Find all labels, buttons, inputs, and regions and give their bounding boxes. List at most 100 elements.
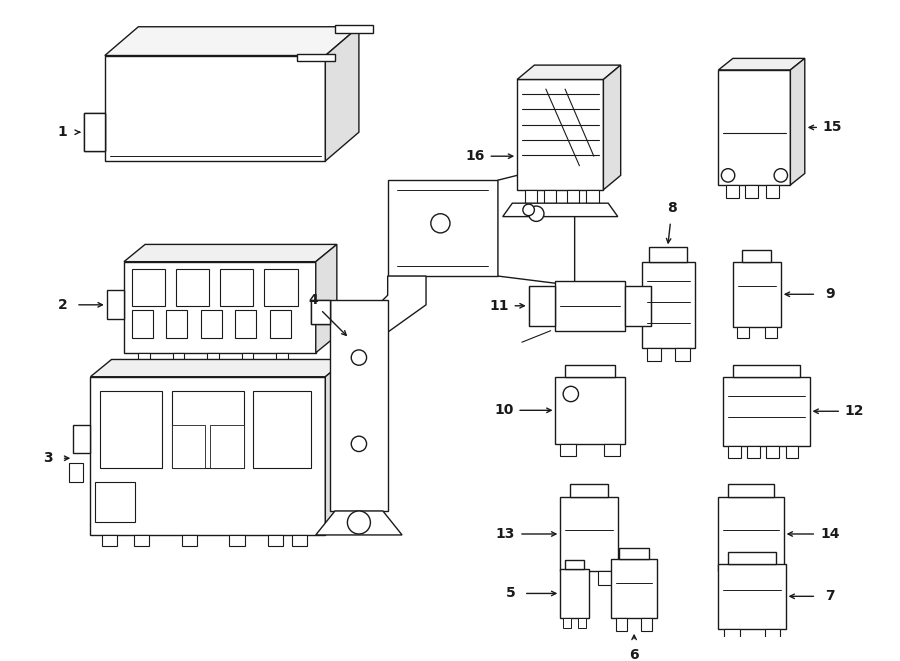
Bar xyxy=(73,424,90,453)
Bar xyxy=(675,348,689,362)
Bar xyxy=(561,444,576,456)
Bar xyxy=(207,353,219,364)
Bar xyxy=(563,619,571,628)
Bar xyxy=(737,327,749,338)
Bar xyxy=(718,496,784,571)
Bar xyxy=(173,353,184,364)
Bar xyxy=(786,446,798,458)
Text: 7: 7 xyxy=(825,590,834,603)
Bar xyxy=(726,185,739,198)
Bar xyxy=(166,309,187,338)
Bar xyxy=(763,571,778,585)
Text: 12: 12 xyxy=(845,405,864,418)
Bar xyxy=(561,568,589,619)
Bar xyxy=(264,269,298,306)
Bar xyxy=(724,571,739,585)
Bar xyxy=(764,327,777,338)
Bar xyxy=(728,552,776,564)
Bar xyxy=(176,269,210,306)
Bar xyxy=(586,190,598,203)
Bar xyxy=(220,269,254,306)
Bar xyxy=(311,300,330,324)
Polygon shape xyxy=(104,26,359,56)
Bar xyxy=(642,262,695,348)
Bar xyxy=(268,535,284,547)
Text: 4: 4 xyxy=(308,293,318,307)
Text: 2: 2 xyxy=(58,298,68,312)
Bar xyxy=(728,484,774,496)
Polygon shape xyxy=(359,276,426,353)
Circle shape xyxy=(351,350,366,366)
Text: 13: 13 xyxy=(496,527,516,541)
Circle shape xyxy=(351,436,366,451)
Polygon shape xyxy=(498,161,575,286)
Bar xyxy=(745,185,758,198)
Bar xyxy=(565,366,615,377)
Bar xyxy=(646,348,661,362)
Bar xyxy=(139,353,150,364)
Bar xyxy=(742,250,771,262)
Bar xyxy=(235,309,256,338)
Circle shape xyxy=(774,169,788,182)
Text: 10: 10 xyxy=(494,403,513,417)
Bar xyxy=(570,484,608,496)
Bar xyxy=(728,446,741,458)
Bar xyxy=(724,377,810,446)
Text: 1: 1 xyxy=(58,125,68,139)
Bar xyxy=(767,446,778,458)
Bar xyxy=(297,54,335,61)
Circle shape xyxy=(563,386,579,402)
Polygon shape xyxy=(503,203,617,217)
Bar xyxy=(104,56,325,161)
Bar xyxy=(131,269,166,306)
Bar xyxy=(641,619,652,631)
Text: 14: 14 xyxy=(820,527,840,541)
Polygon shape xyxy=(124,245,337,262)
Bar xyxy=(182,535,197,547)
Bar xyxy=(172,424,205,468)
Polygon shape xyxy=(625,286,652,326)
Bar xyxy=(131,309,153,338)
Bar xyxy=(605,444,620,456)
Bar xyxy=(311,300,330,324)
Text: 11: 11 xyxy=(490,299,508,313)
Polygon shape xyxy=(528,286,555,326)
Bar xyxy=(724,629,740,641)
Bar xyxy=(650,247,687,262)
Bar xyxy=(733,366,800,377)
Polygon shape xyxy=(790,58,805,185)
Text: 16: 16 xyxy=(465,149,484,163)
Bar xyxy=(95,483,136,522)
Bar xyxy=(579,619,586,628)
Bar xyxy=(767,185,778,198)
Bar xyxy=(567,190,580,203)
Bar xyxy=(718,70,790,185)
Bar xyxy=(107,290,124,319)
Bar xyxy=(733,262,781,327)
Bar xyxy=(172,391,244,468)
Bar xyxy=(718,564,786,629)
Bar xyxy=(102,535,117,547)
Text: 6: 6 xyxy=(629,648,639,661)
Polygon shape xyxy=(325,26,359,161)
Bar xyxy=(124,262,316,353)
Bar xyxy=(292,535,307,547)
Text: 3: 3 xyxy=(43,451,53,465)
Bar xyxy=(254,391,311,468)
Bar xyxy=(616,619,627,631)
Text: 9: 9 xyxy=(825,288,834,301)
Bar xyxy=(525,190,537,203)
Text: 5: 5 xyxy=(506,586,516,600)
Bar xyxy=(230,535,245,547)
Bar xyxy=(388,180,498,276)
Polygon shape xyxy=(90,360,346,377)
Bar xyxy=(764,629,780,641)
Text: 8: 8 xyxy=(667,201,677,215)
Bar xyxy=(747,446,760,458)
Circle shape xyxy=(528,206,544,221)
Text: 15: 15 xyxy=(823,120,842,134)
Bar xyxy=(242,353,254,364)
Circle shape xyxy=(431,214,450,233)
Bar xyxy=(565,560,584,568)
Bar xyxy=(90,377,325,535)
